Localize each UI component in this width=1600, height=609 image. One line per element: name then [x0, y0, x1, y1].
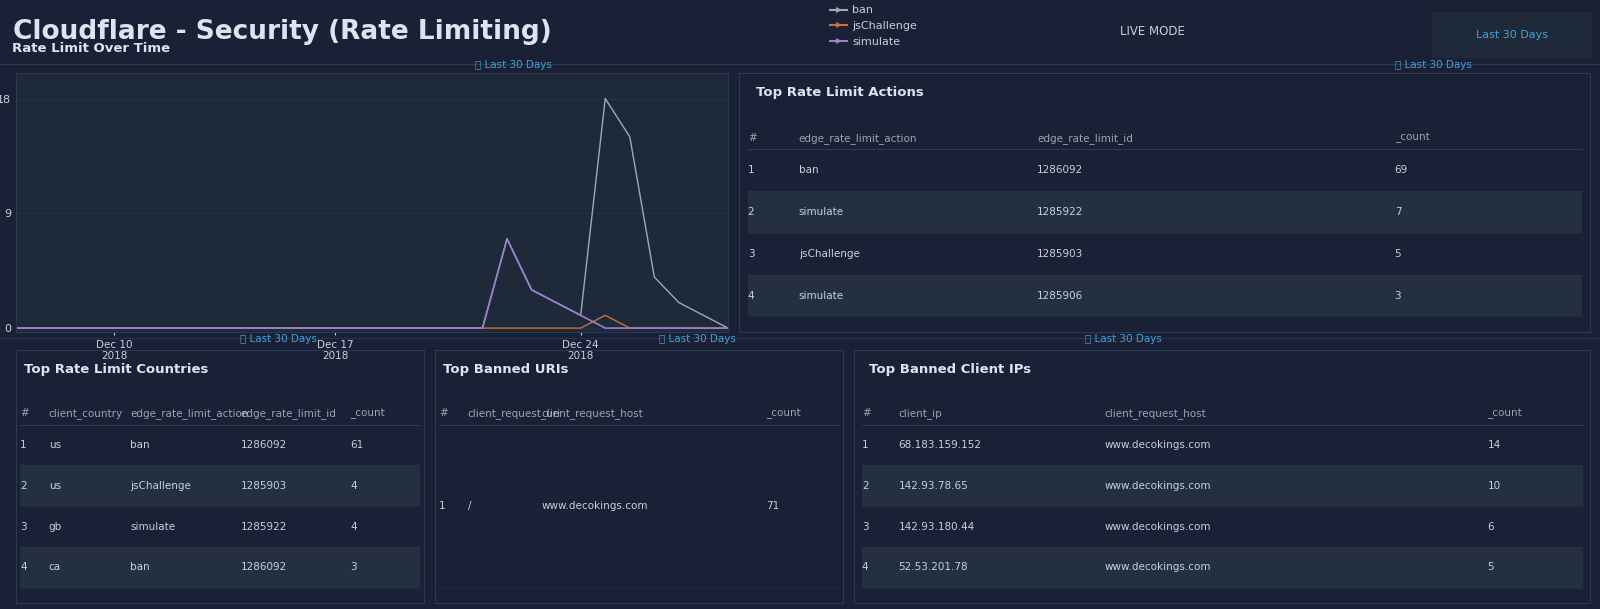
Text: 1: 1 — [747, 165, 754, 175]
Bar — [862, 547, 1582, 588]
Text: 2: 2 — [21, 481, 27, 491]
Text: Top Banned Client IPs: Top Banned Client IPs — [869, 363, 1032, 376]
Text: 1285922: 1285922 — [240, 522, 286, 532]
Text: LIVE MODE: LIVE MODE — [1120, 26, 1186, 38]
Legend: ban, jsChallenge, simulate: ban, jsChallenge, simulate — [826, 1, 922, 51]
Text: edge_rate_limit_id: edge_rate_limit_id — [240, 408, 336, 419]
Text: #: # — [440, 408, 448, 418]
Text: 🔒 Last 30 Days: 🔒 Last 30 Days — [240, 334, 317, 344]
Text: client_ip: client_ip — [899, 408, 942, 419]
Text: 1285906: 1285906 — [1037, 290, 1083, 300]
Text: 5: 5 — [1395, 248, 1402, 259]
Text: 1: 1 — [440, 501, 446, 511]
Bar — [747, 191, 1582, 233]
Text: simulate: simulate — [798, 290, 843, 300]
Text: us: us — [48, 440, 61, 450]
Text: 3: 3 — [862, 522, 869, 532]
Text: #: # — [862, 408, 870, 418]
Text: edge_rate_limit_id: edge_rate_limit_id — [1037, 133, 1133, 144]
Text: 7: 7 — [1395, 207, 1402, 217]
Bar — [747, 275, 1582, 317]
Text: 1: 1 — [21, 440, 27, 450]
Text: 4: 4 — [862, 562, 869, 572]
Text: client_request_uri: client_request_uri — [467, 408, 562, 419]
Text: client_request_host: client_request_host — [1104, 408, 1206, 419]
Text: simulate: simulate — [130, 522, 176, 532]
Text: 🔒 Last 30 Days: 🔒 Last 30 Days — [1085, 334, 1162, 344]
Text: 69: 69 — [1395, 165, 1408, 175]
Text: 1285903: 1285903 — [240, 481, 286, 491]
Text: jsChallenge: jsChallenge — [798, 248, 859, 259]
Text: ban: ban — [130, 440, 150, 450]
Text: 3: 3 — [747, 248, 754, 259]
Text: www.decokings.com: www.decokings.com — [541, 501, 648, 511]
Text: 142.93.78.65: 142.93.78.65 — [899, 481, 968, 491]
Text: www.decokings.com: www.decokings.com — [1104, 562, 1211, 572]
Text: 61: 61 — [350, 440, 363, 450]
Text: us: us — [48, 481, 61, 491]
Text: _count: _count — [1395, 133, 1429, 143]
Bar — [862, 465, 1582, 506]
Text: 142.93.180.44: 142.93.180.44 — [899, 522, 974, 532]
Text: 4: 4 — [747, 290, 754, 300]
Text: 3: 3 — [21, 522, 27, 532]
Text: 2: 2 — [747, 207, 754, 217]
Text: 2: 2 — [862, 481, 869, 491]
Text: _count: _count — [350, 408, 386, 419]
Text: #: # — [747, 133, 757, 143]
Text: 10: 10 — [1488, 481, 1501, 491]
Text: Top Rate Limit Countries: Top Rate Limit Countries — [24, 363, 208, 376]
Text: gb: gb — [48, 522, 62, 532]
Text: edge_rate_limit_action: edge_rate_limit_action — [130, 408, 248, 419]
Text: 3: 3 — [350, 562, 357, 572]
Text: 4: 4 — [350, 522, 357, 532]
Text: client_country: client_country — [48, 408, 123, 419]
Text: Top Rate Limit Actions: Top Rate Limit Actions — [757, 86, 923, 99]
Text: 1286092: 1286092 — [240, 562, 286, 572]
Text: 3: 3 — [1395, 290, 1402, 300]
Text: jsChallenge: jsChallenge — [130, 481, 190, 491]
Text: 14: 14 — [1488, 440, 1501, 450]
Text: edge_rate_limit_action: edge_rate_limit_action — [798, 133, 917, 144]
Text: Cloudflare - Security (Rate Limiting): Cloudflare - Security (Rate Limiting) — [13, 19, 552, 45]
Text: ca: ca — [48, 562, 61, 572]
Bar — [21, 547, 419, 588]
Text: 4: 4 — [21, 562, 27, 572]
Text: 1286092: 1286092 — [1037, 165, 1083, 175]
Text: 1286092: 1286092 — [240, 440, 286, 450]
Text: 🔒 Last 30 Days: 🔒 Last 30 Days — [1395, 60, 1472, 69]
Text: 1: 1 — [862, 440, 869, 450]
Text: _count: _count — [766, 408, 800, 419]
Text: #: # — [21, 408, 29, 418]
FancyBboxPatch shape — [1424, 10, 1600, 60]
Text: www.decokings.com: www.decokings.com — [1104, 522, 1211, 532]
Text: _count: _count — [1488, 408, 1522, 419]
Bar — [21, 465, 419, 506]
Text: 68.183.159.152: 68.183.159.152 — [899, 440, 981, 450]
Text: 1285903: 1285903 — [1037, 248, 1083, 259]
Text: 6: 6 — [1488, 522, 1494, 532]
Text: www.decokings.com: www.decokings.com — [1104, 440, 1211, 450]
Text: /: / — [467, 501, 472, 511]
Text: 71: 71 — [766, 501, 779, 511]
Text: 52.53.201.78: 52.53.201.78 — [899, 562, 968, 572]
Text: 1285922: 1285922 — [1037, 207, 1083, 217]
Text: ban: ban — [798, 165, 819, 175]
Text: 4: 4 — [350, 481, 357, 491]
Text: Rate Limit Over Time: Rate Limit Over Time — [13, 42, 171, 55]
Text: www.decokings.com: www.decokings.com — [1104, 481, 1211, 491]
Text: Top Banned URIs: Top Banned URIs — [443, 363, 570, 376]
Text: 🔒 Last 30 Days: 🔒 Last 30 Days — [475, 60, 552, 69]
Text: 🔒 Last 30 Days: 🔒 Last 30 Days — [659, 334, 736, 344]
Text: client_request_host: client_request_host — [541, 408, 643, 419]
Text: 5: 5 — [1488, 562, 1494, 572]
Text: simulate: simulate — [798, 207, 843, 217]
Text: Last 30 Days: Last 30 Days — [1475, 30, 1549, 40]
Text: ban: ban — [130, 562, 150, 572]
